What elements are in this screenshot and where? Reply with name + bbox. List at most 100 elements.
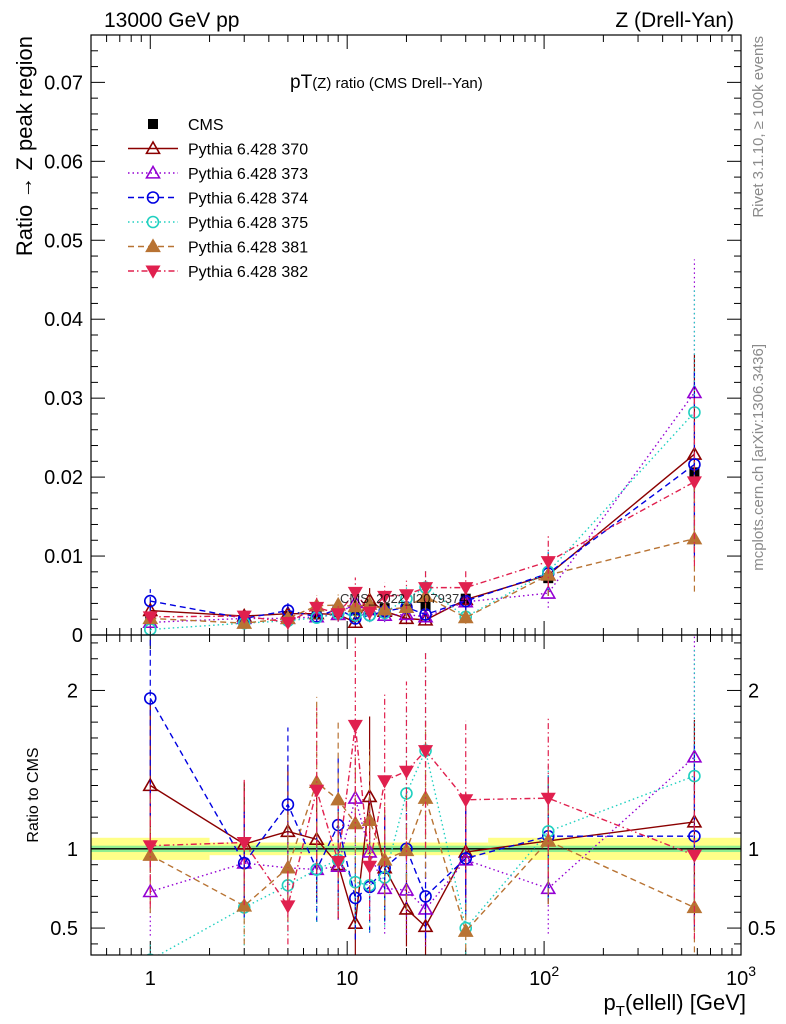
legend-item: Pythia 6.428 381: [128, 238, 308, 257]
marker-triangle-down: [398, 765, 414, 779]
marker-square: [148, 119, 158, 129]
legend-marker: [146, 191, 160, 204]
marker-triangle-up: [347, 614, 364, 629]
marker-triangle-down: [418, 582, 434, 596]
main-point: [347, 586, 363, 601]
legend-marker: [145, 140, 161, 155]
marker-triangle-up: [457, 923, 474, 937]
ratio-point: [418, 745, 434, 759]
x-tick-label-exponent: 2: [551, 963, 559, 979]
main-point: [540, 566, 557, 581]
x-tick-label-base: 1: [145, 968, 156, 990]
legend-item: CMS: [148, 117, 224, 134]
marker-triangle-down: [418, 745, 434, 759]
main-point: [398, 589, 414, 603]
ratio-point: [688, 769, 701, 783]
ratio-point: [362, 860, 378, 874]
main-point: [417, 608, 434, 623]
ratio-point: [142, 847, 159, 861]
marker-triangle-down: [540, 792, 556, 806]
marker-triangle-down: [377, 590, 393, 605]
ratio-y-tick-label-left: 0.5: [50, 918, 78, 940]
ratio-point: [347, 719, 363, 734]
x-axis-label-rest: (ellell) [GeV]: [625, 990, 746, 1015]
marker-triangle-down: [362, 606, 378, 620]
marker-triangle-up: [540, 566, 557, 581]
ratio-series-pythia-6-428-381: [142, 696, 703, 955]
ratio-point: [686, 748, 703, 763]
legend-item: Pythia 6.428 374: [128, 191, 308, 208]
marker-triangle-down: [362, 860, 378, 874]
main-point: [330, 608, 346, 622]
marker-triangle-down: [280, 616, 296, 631]
ratio-point: [280, 900, 296, 914]
x-tick-label-base: 10: [726, 968, 748, 990]
x-tick-label: 10: [336, 968, 358, 990]
main-point: [362, 606, 378, 620]
marker-triangle-down: [458, 794, 474, 808]
main-point: [309, 601, 325, 616]
marker-triangle-down: [236, 837, 252, 851]
ratio-point: [457, 923, 474, 937]
x-tick-label: 103: [726, 963, 756, 990]
marker-triangle-down: [330, 608, 346, 622]
main-point: [143, 594, 157, 608]
legend-label: Pythia 6.428 373: [188, 166, 308, 183]
marker-circle: [281, 798, 295, 811]
marker-triangle-up: [145, 140, 161, 155]
x-tick-label-base: 10: [336, 968, 358, 990]
main-y-tick-label: 0: [72, 625, 83, 647]
legend-label: CMS: [188, 117, 224, 134]
legend-item: Pythia 6.428 370: [128, 140, 308, 159]
ratio-y-axis-label: Ratio to CMS: [25, 747, 42, 842]
main-panel-series: [142, 259, 703, 635]
x-tick-label: 1: [145, 968, 156, 990]
ratio-point: [309, 784, 325, 798]
marker-triangle-down: [686, 476, 702, 490]
ratio-series-pythia-6-428-370: [142, 701, 703, 955]
main-point: [540, 556, 556, 570]
marker-triangle-down: [309, 784, 325, 798]
legend-marker: [145, 265, 161, 279]
x-axis-label: pT(ellell) [GeV]: [604, 990, 746, 1020]
marker-circle: [688, 406, 701, 419]
marker-circle: [146, 215, 160, 229]
main-point: [377, 590, 393, 605]
main-y-tick-label: 0.01: [44, 546, 83, 568]
marker-triangle-down: [330, 856, 346, 870]
main-point: [457, 609, 474, 624]
x-tick-label-base: 10: [529, 968, 551, 990]
marker-triangle-down: [142, 611, 158, 625]
main-y-tick-label: 0.07: [44, 72, 83, 94]
ratio-panel-frame: [90, 634, 742, 956]
main-y-axis-label: Ratio → Z peak region: [12, 36, 37, 256]
ratio-point: [377, 775, 393, 789]
x-axis-label-sub: T: [616, 1003, 625, 1020]
marker-triangle-down: [398, 589, 414, 603]
marker-triangle-up: [145, 238, 161, 253]
legend-item: Pythia 6.428 382: [128, 264, 308, 281]
marker-triangle-down: [458, 582, 474, 596]
marker-triangle-up: [398, 610, 415, 625]
main-point: [458, 582, 474, 596]
ratio-point: [419, 890, 432, 903]
rivet-side-label: Rivet 3.1.10, ≥ 100k events: [750, 36, 767, 218]
legend-label: Pythia 6.428 381: [188, 240, 308, 257]
marker-triangle-up: [540, 585, 557, 599]
ratio-y-tick-label-left: 2: [67, 680, 78, 702]
marker-triangle-down: [145, 265, 161, 279]
main-point: [280, 616, 296, 631]
x-tick-label: 102: [529, 963, 559, 990]
header-left-label: 13000 GeV pp: [104, 9, 239, 32]
main-point: [398, 606, 415, 621]
marker-triangle-up: [361, 788, 378, 803]
marker-circle: [419, 890, 432, 903]
legend-marker: [146, 215, 160, 229]
main-point: [418, 582, 434, 596]
marker-triangle-down: [540, 556, 556, 570]
chart-legend: CMS Pythia 6.428 370 Pythia 6.428 373 Pythi…: [128, 117, 308, 281]
main-point: [459, 594, 473, 608]
marker-triangle-down: [309, 601, 325, 616]
main-point: [688, 406, 701, 419]
main-point: [686, 476, 702, 490]
